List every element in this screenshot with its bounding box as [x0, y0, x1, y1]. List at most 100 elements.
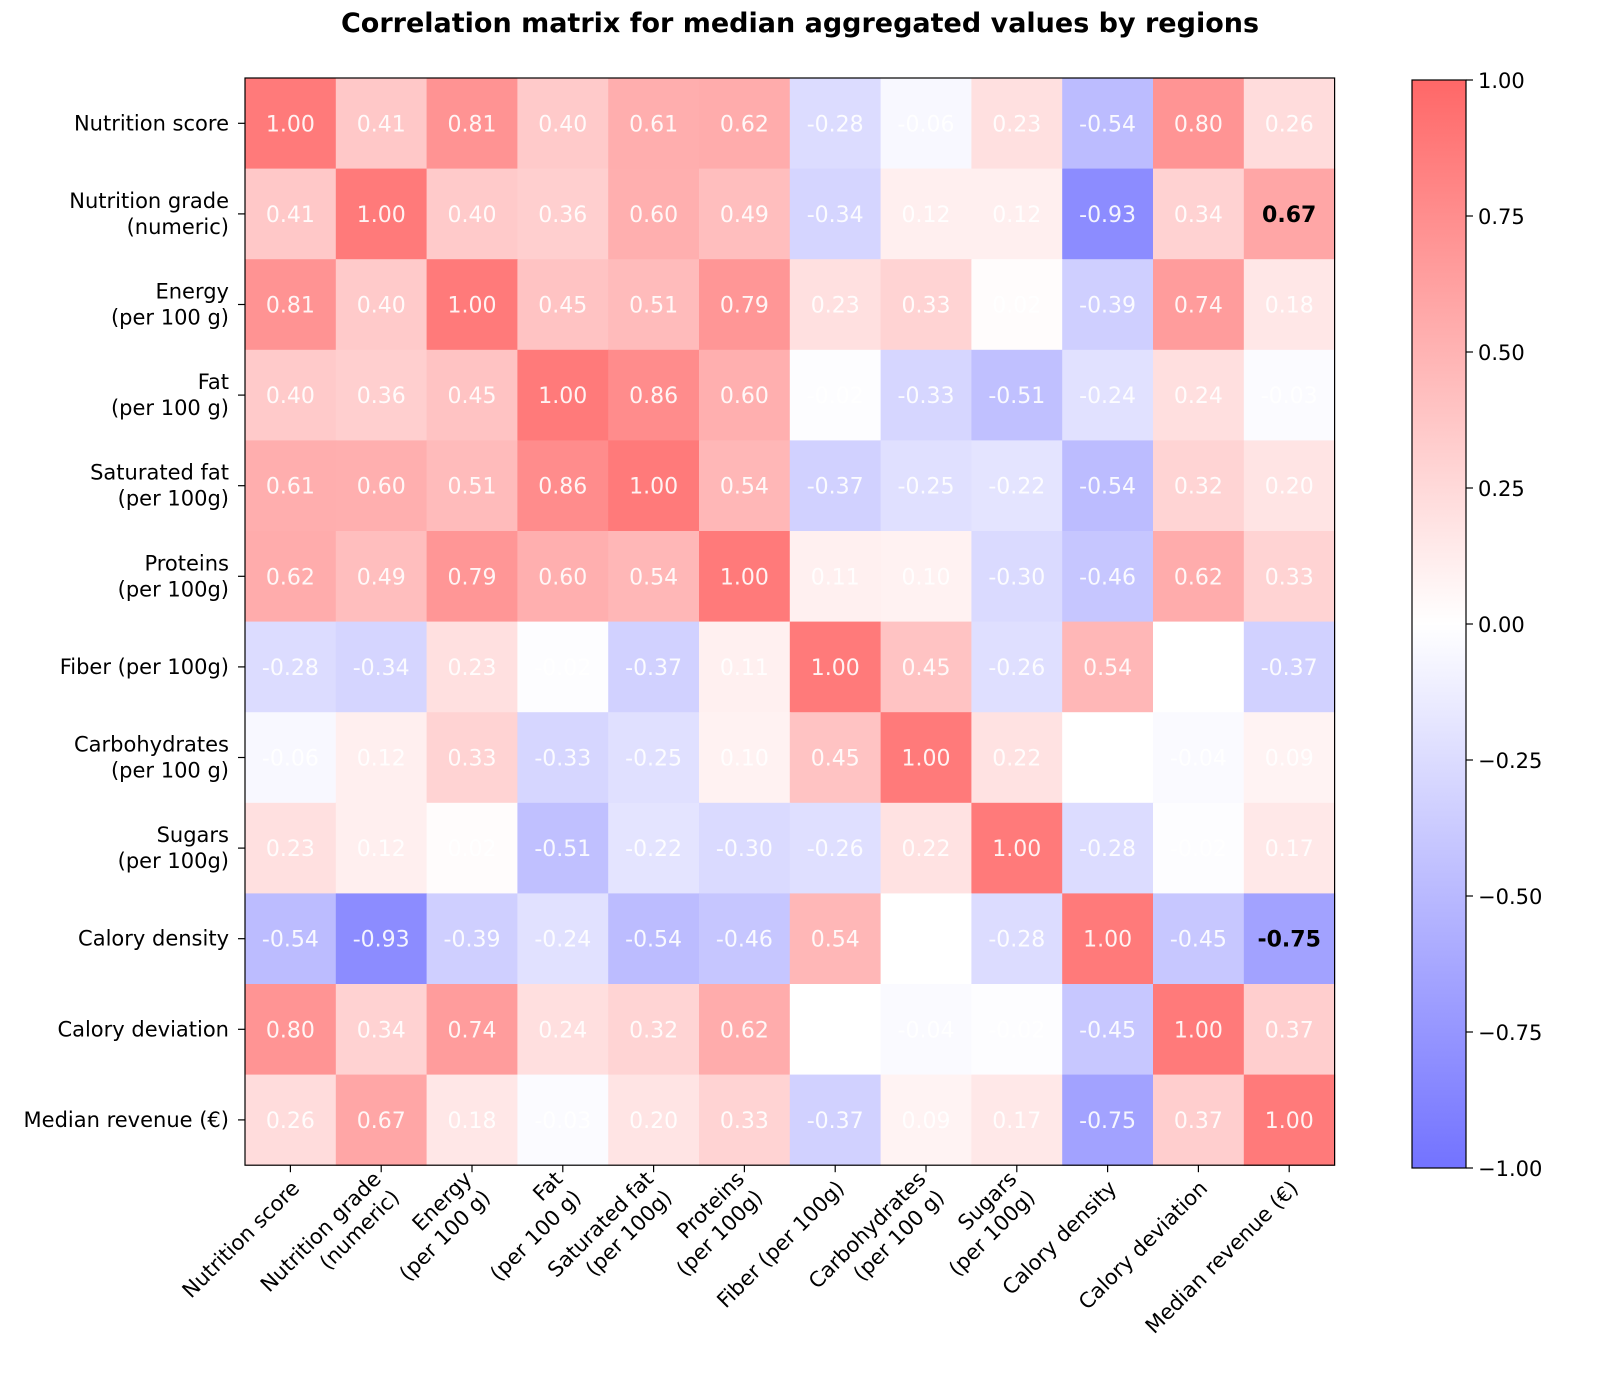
cell-value-label: 0.23 [448, 656, 497, 681]
cell-value-label: 0.17 [1265, 837, 1314, 862]
cell-value-label: 0.79 [448, 565, 497, 590]
heatmap-cell-7-6 [789, 712, 882, 804]
heatmap-cell-8-5 [699, 802, 791, 894]
row-label: Nutrition grade (numeric) [69, 189, 229, 239]
heatmap-cell-6-2 [426, 621, 518, 713]
cell-value-label: 0.54 [720, 475, 769, 500]
cell-value-label: 0.54 [811, 928, 860, 953]
heatmap-cell-10-3 [517, 984, 609, 1076]
colorbar-tick-label: 0.00 [1478, 613, 1525, 637]
cell-value-label: -0.46 [716, 928, 773, 953]
cell-value-label: -0.28 [988, 928, 1045, 953]
cell-value-label: 0.32 [629, 1018, 678, 1043]
heatmap-cell-3-3 [517, 349, 609, 441]
cell-value-label: -0.30 [716, 837, 773, 862]
heatmap-cell-3-9 [1062, 349, 1154, 441]
heatmap-cell-2-6 [789, 259, 882, 351]
cell-value-label: -0.06 [262, 747, 319, 772]
row-label: Fiber (per 100g) [60, 655, 229, 679]
cell-value-label: 0.80 [1174, 112, 1223, 137]
cell-value-label: 0.80 [266, 1018, 315, 1043]
heatmap-cell-5-5 [699, 531, 791, 623]
chart-title: Correlation matrix for median aggregated… [340, 8, 1260, 39]
cell-value-label: -0.51 [534, 837, 591, 862]
colorbar-tick-label: −0.50 [1478, 885, 1542, 909]
cell-value-label: 0.26 [266, 1109, 315, 1134]
heatmap-cell-10-5 [699, 984, 791, 1076]
cell-value-label: 1.00 [1174, 1018, 1223, 1043]
heatmap-cell-6-8 [971, 621, 1063, 713]
cell-value-label: -0.06 [898, 112, 955, 137]
cell-value-label: -0.02 [988, 1018, 1045, 1043]
heatmap-cell-11-1 [335, 1074, 428, 1166]
cell-value-label: 0.33 [448, 747, 497, 772]
heatmap-cell-8-3 [517, 802, 609, 894]
heatmap-cell-7-5 [699, 712, 791, 804]
cell-value-label: 0.60 [538, 565, 587, 590]
colorbar-tick-label: 0.75 [1478, 205, 1525, 229]
cell-value-label: 0.26 [1265, 112, 1314, 137]
heatmap-cell-11-2 [426, 1074, 518, 1166]
cell-value-label: 1.00 [629, 475, 678, 500]
heatmap-cell-4-3 [517, 440, 609, 532]
heatmap-cell-1-9 [1062, 168, 1154, 260]
row-label: Fat (per 100 g) [111, 370, 229, 420]
row-label: Energy (per 100 g) [111, 280, 229, 330]
heatmap-cell-0-1 [335, 78, 428, 170]
heatmap-cell-4-5 [699, 440, 791, 532]
cell-value-label: 0.86 [629, 384, 678, 409]
heatmap-cell-9-8 [971, 893, 1063, 985]
heatmap-cell-1-1 [335, 168, 428, 260]
cell-value-label: 0.00 [811, 1018, 860, 1043]
heatmap-cell-5-8 [971, 531, 1063, 623]
heatmap-cell-1-4 [608, 168, 700, 260]
cell-value-label: -0.03 [534, 1109, 591, 1134]
cell-value-label: -0.75 [1079, 1109, 1136, 1134]
heatmap-cell-4-6 [789, 440, 882, 532]
heatmap-cell-9-0 [245, 893, 337, 985]
cell-value-label: 0.60 [720, 384, 769, 409]
cell-value-label: 0.74 [448, 1018, 497, 1043]
cell-value-label: 0.34 [1174, 203, 1223, 228]
cell-value-label: 0.49 [720, 203, 769, 228]
heatmap-cell-10-9 [1062, 984, 1154, 1076]
heatmap-cell-3-0 [245, 349, 337, 441]
heatmap-cell-8-6 [789, 802, 882, 894]
cell-value-label: 1.00 [1083, 928, 1132, 953]
heatmap-cell-8-8 [971, 802, 1063, 894]
cell-value-label: 0.33 [902, 294, 951, 319]
cell-value-label: 0.36 [538, 203, 587, 228]
cell-value-label: 0.10 [720, 747, 769, 772]
heatmap-cell-4-7 [880, 440, 972, 532]
cell-value-label: 0.62 [266, 565, 315, 590]
heatmap-cell-11-8 [971, 1074, 1063, 1166]
cell-value-label: 0.37 [1265, 1018, 1314, 1043]
cell-value-label: 0.54 [1083, 656, 1132, 681]
heatmap-cell-0-3 [517, 78, 609, 170]
cell-value-label: 0.24 [538, 1018, 587, 1043]
cell-value-label: -0.28 [807, 112, 864, 137]
cell-value-label: 0.62 [1174, 565, 1223, 590]
cell-value-label: 0.20 [629, 1109, 678, 1134]
heatmap-cell-10-6 [789, 984, 882, 1076]
heatmap-cell-9-9 [1062, 893, 1154, 985]
heatmap-cell-9-5 [699, 893, 791, 985]
cell-value-label: -0.37 [1261, 656, 1318, 681]
cell-value-label: 0.40 [538, 112, 587, 137]
heatmap-cell-11-11 [1243, 1074, 1336, 1166]
cell-value-label: 0.36 [357, 384, 406, 409]
row-labels: Nutrition score Nutrition grade (numeric) E… [24, 111, 245, 1132]
heatmap-cell-8-2 [426, 802, 518, 894]
heatmap-cell-9-10 [1153, 893, 1245, 985]
heatmap-cell-11-0 [245, 1074, 337, 1166]
heatmap-cells: 1.00 0.41 0.81 0.40 0.61 0.62 -0.28 -0.06 0.23 -0… [244, 77, 1336, 1166]
cell-value-label: -0.02 [534, 656, 591, 681]
heatmap-cell-1-0 [245, 168, 337, 260]
heatmap-cell-5-3 [517, 531, 609, 623]
heatmap-cell-3-5 [699, 349, 791, 441]
cell-value-label: 0.62 [720, 112, 769, 137]
cell-value-label: 0.00 [902, 928, 951, 953]
heatmap-cell-3-1 [335, 349, 428, 441]
